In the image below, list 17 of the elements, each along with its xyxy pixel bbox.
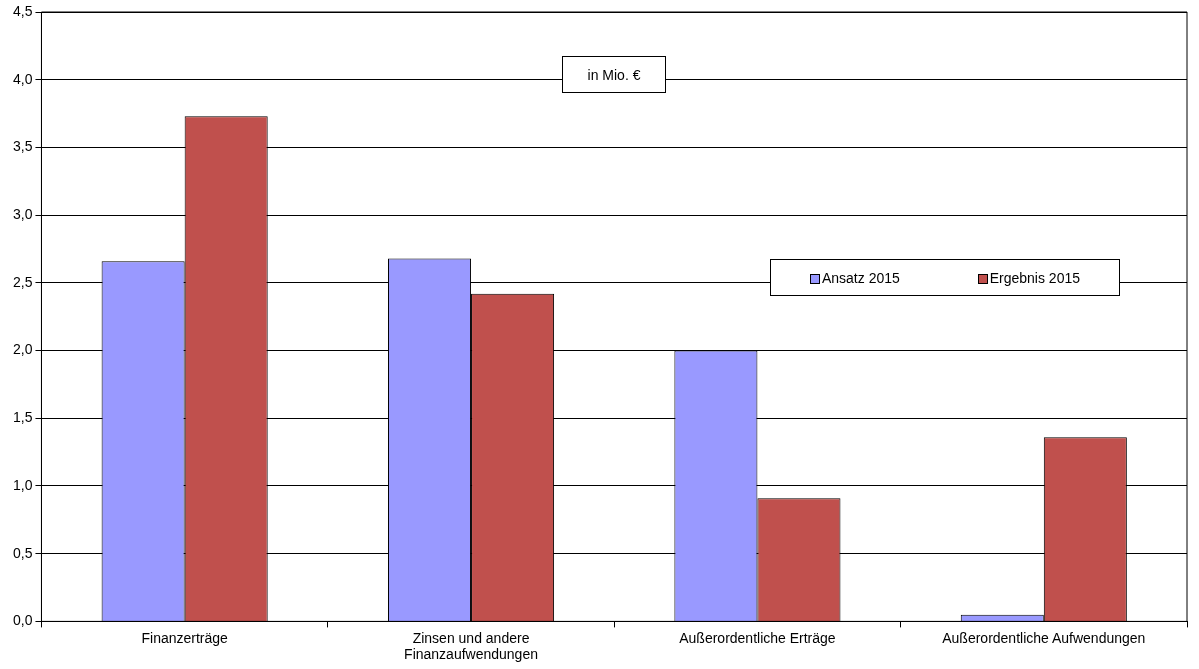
- x-tick-label: Zinsen und andere Finanzaufwendungen: [404, 629, 538, 663]
- x-tick-label: Finanzerträge: [141, 629, 229, 646]
- y-tick-label: 3,5: [12, 138, 33, 155]
- y-tick-label: 3,0: [12, 205, 33, 222]
- y-tick-label: 0,5: [12, 544, 33, 561]
- y-tick-label: 0,0: [12, 612, 33, 629]
- x-tick-label: Außerordentliche Aufwendungen: [942, 629, 1146, 646]
- legend-label: Ansatz 2015: [820, 269, 900, 286]
- y-tick-label: 1,5: [12, 409, 33, 426]
- y-tick-label: 1,0: [12, 476, 33, 493]
- y-tick-label: 2,5: [12, 273, 33, 290]
- legend-label: Ergebnis 2015: [988, 269, 1081, 286]
- y-tick-label: 4,5: [12, 2, 33, 19]
- y-tick-label: 2,0: [12, 341, 33, 358]
- x-tick-label: Außerordentliche Erträge: [679, 629, 836, 646]
- note-box: in Mio. €: [562, 56, 666, 93]
- y-tick-label: 4,0: [12, 70, 33, 87]
